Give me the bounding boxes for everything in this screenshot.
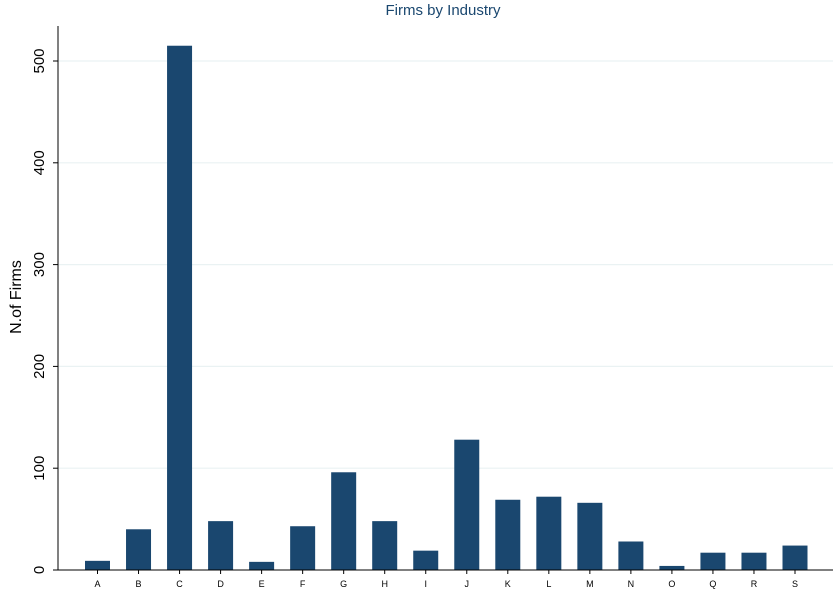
chart-title: Firms by Industry (385, 2, 501, 19)
axes (53, 26, 833, 574)
y-tick-label-0: 0 (31, 566, 48, 574)
bar-F (290, 526, 316, 570)
bar-K (495, 499, 521, 570)
bar-A (85, 560, 110, 570)
x-tick-label-R: R (751, 579, 758, 589)
bar-R (741, 552, 767, 570)
x-tick-label-S: S (792, 579, 798, 589)
y-tick-label-400: 400 (31, 150, 48, 175)
x-tick-label-F: F (300, 579, 306, 589)
x-tick-label-I: I (424, 579, 427, 589)
bar-J (454, 439, 480, 570)
x-tick-label-H: H (381, 579, 388, 589)
x-tick-label-N: N (628, 579, 635, 589)
x-tick-label-J: J (465, 579, 470, 589)
bar-D (208, 521, 234, 570)
x-tick-label-E: E (259, 579, 265, 589)
y-tick-label-500: 500 (31, 48, 48, 73)
y-tick-labels: 0 100 200 300 400 500 (31, 48, 48, 574)
bar-S (782, 545, 808, 570)
x-tick-label-K: K (505, 579, 511, 589)
x-tick-label-D: D (217, 579, 224, 589)
bar-E (249, 561, 275, 570)
bar-I (413, 550, 439, 570)
bar-N (618, 541, 644, 570)
y-tick-label-100: 100 (31, 456, 48, 481)
bar-B (126, 529, 152, 570)
bar-Q (700, 552, 726, 570)
x-tick-label-C: C (176, 579, 183, 589)
y-tick-label-200: 200 (31, 354, 48, 379)
x-tick-label-Q: Q (709, 579, 716, 589)
x-tick-label-A: A (94, 579, 100, 589)
bar-C (167, 45, 193, 571)
bar-G (331, 472, 357, 570)
bar-M (577, 502, 603, 570)
bar-L (536, 496, 562, 570)
x-tick-label-M: M (586, 579, 594, 589)
x-tick-label-L: L (546, 579, 551, 589)
y-axis-label: N.of Firms (8, 260, 25, 334)
y-tick-label-300: 300 (31, 252, 48, 277)
x-tick-label-B: B (136, 579, 142, 589)
bar-O (659, 565, 685, 570)
bars (85, 45, 808, 571)
x-tick-label-G: G (340, 579, 347, 589)
bar-H (372, 521, 398, 570)
x-tick-label-O: O (668, 579, 675, 589)
